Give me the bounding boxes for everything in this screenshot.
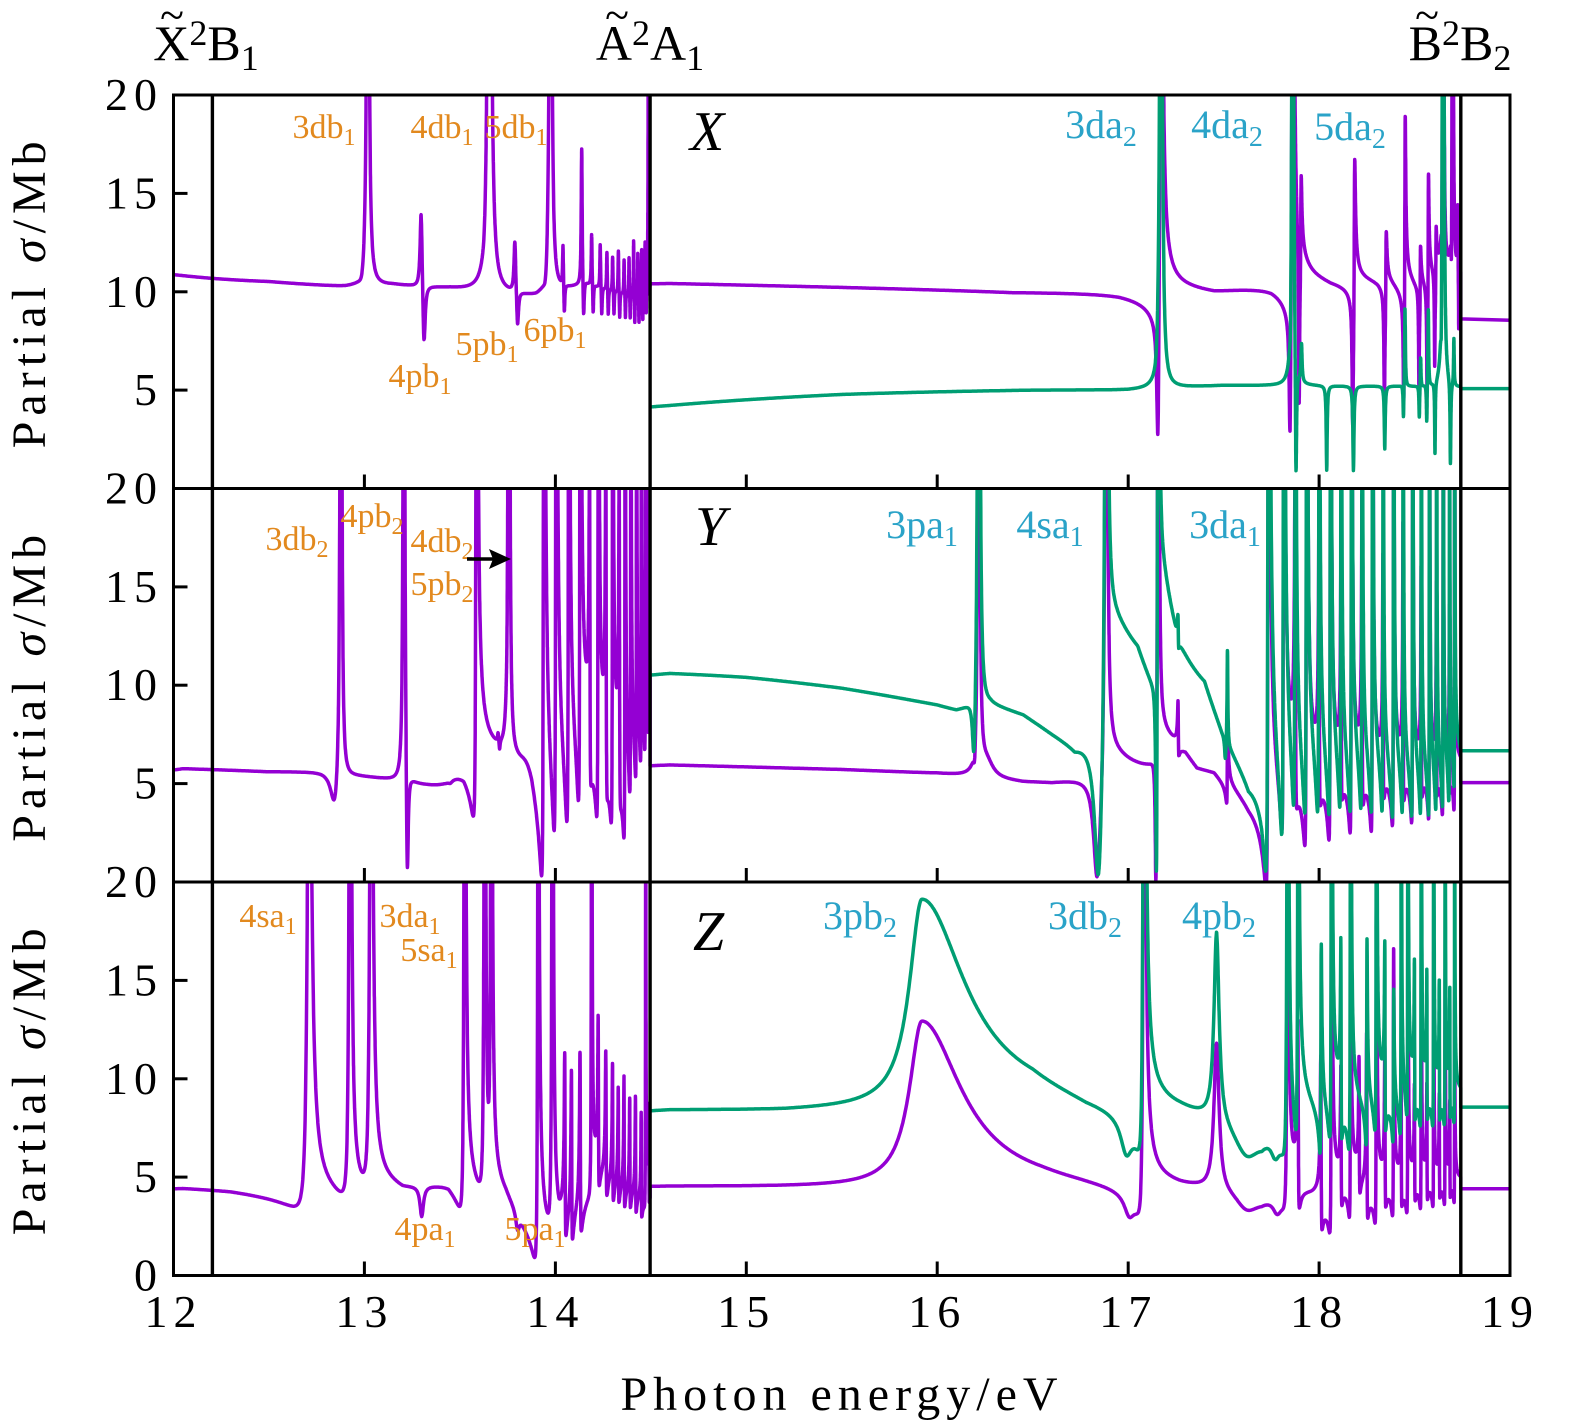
svg-text:16: 16: [908, 1286, 966, 1337]
svg-text:4da2: 4da2: [1191, 102, 1263, 153]
svg-text:14: 14: [526, 1286, 584, 1337]
svg-text:X: X: [688, 101, 727, 163]
svg-text:18: 18: [1290, 1286, 1348, 1337]
svg-text:Partial σ/Mb: Partial σ/Mb: [3, 529, 56, 842]
svg-text:~: ~: [160, 0, 184, 40]
svg-text:Photon energy/eV: Photon energy/eV: [620, 1368, 1063, 1421]
svg-text:10: 10: [105, 1053, 163, 1104]
svg-text:5: 5: [134, 364, 163, 415]
svg-text:15: 15: [105, 167, 163, 218]
svg-text:3db2: 3db2: [266, 521, 329, 563]
svg-text:20: 20: [105, 463, 163, 514]
svg-text:~: ~: [605, 0, 629, 40]
svg-text:10: 10: [105, 659, 163, 710]
svg-text:0: 0: [134, 1250, 157, 1301]
svg-text:Y: Y: [695, 496, 732, 558]
svg-text:15: 15: [105, 954, 163, 1005]
svg-text:A2A1: A2A1: [596, 13, 704, 78]
svg-text:13: 13: [335, 1286, 393, 1337]
svg-text:15: 15: [105, 561, 163, 612]
svg-text:20: 20: [105, 856, 163, 907]
svg-text:Partial σ/Mb: Partial σ/Mb: [3, 135, 56, 448]
svg-text:12: 12: [145, 1286, 203, 1337]
svg-text:15: 15: [717, 1286, 775, 1337]
svg-text:Z: Z: [693, 901, 725, 963]
svg-text:20: 20: [105, 69, 163, 120]
svg-text:17: 17: [1099, 1286, 1157, 1337]
svg-text:19: 19: [1481, 1286, 1539, 1337]
svg-text:5: 5: [134, 1151, 163, 1202]
svg-text:5: 5: [134, 758, 163, 809]
svg-text:~: ~: [1415, 0, 1439, 40]
svg-text:Partial σ/Mb: Partial σ/Mb: [3, 922, 56, 1235]
svg-text:10: 10: [105, 266, 163, 317]
